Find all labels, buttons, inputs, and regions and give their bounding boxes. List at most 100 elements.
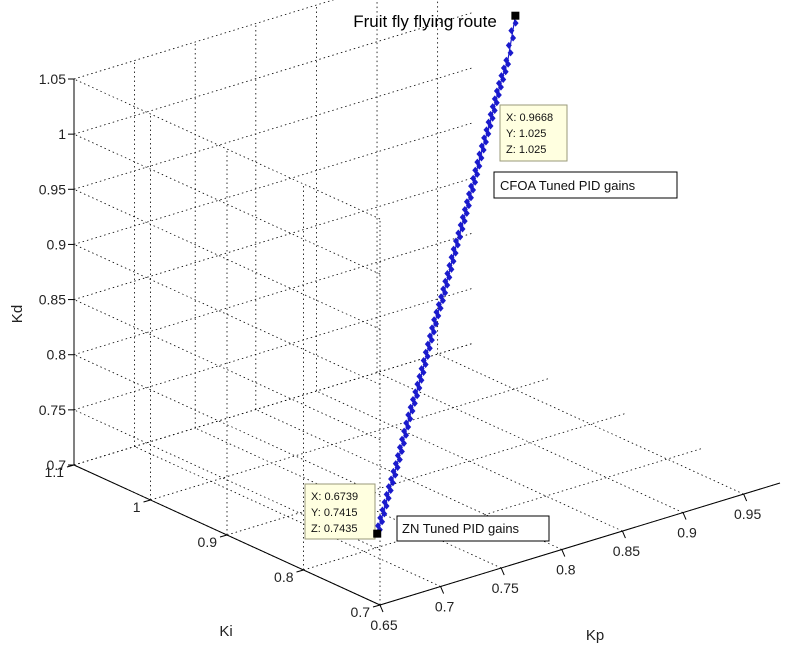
floor-grid-line: [150, 377, 551, 501]
chart-title: Fruit fly flying route: [353, 12, 497, 31]
route-point: [461, 205, 468, 213]
x-axis-label: Kp: [586, 627, 604, 644]
route-point: [510, 34, 517, 42]
left-wall-grid-line: [73, 354, 381, 496]
x-tick-mark: [621, 530, 626, 539]
route-point: [470, 174, 477, 182]
y-tick-mark: [143, 499, 151, 503]
x-tick-label: 0.85: [613, 543, 640, 559]
route-point: [383, 490, 390, 498]
route-point: [463, 198, 470, 206]
route-point: [429, 324, 436, 332]
route-point: [405, 411, 412, 419]
x-tick-label: 0.95: [734, 506, 761, 522]
route-point: [455, 229, 462, 237]
y-tick-label: 1.1: [45, 464, 65, 480]
route-point: [412, 388, 419, 396]
x-tick-mark: [743, 493, 748, 502]
datatip-end-y: Y: 1.025: [506, 128, 546, 140]
z-tick-label: 0.75: [39, 402, 66, 418]
route-point: [503, 56, 510, 64]
left-wall-grid-line: [73, 78, 381, 220]
route-point: [487, 110, 494, 118]
route-point: [450, 245, 457, 253]
route-point: [485, 118, 492, 126]
route-point: [478, 142, 485, 150]
route-point: [379, 506, 386, 514]
x-tick-mark: [440, 586, 445, 594]
x-tick-mark: [682, 512, 687, 520]
grid-lines: [73, 0, 781, 606]
y-tick-label: 1: [133, 499, 141, 515]
route-point: [438, 293, 445, 301]
route-point: [500, 64, 507, 72]
y-tick-mark: [372, 604, 381, 608]
route-point: [512, 19, 519, 27]
z-tick-label: 1.05: [39, 71, 66, 87]
z-axis-label: Kd: [9, 305, 26, 323]
route-point: [440, 285, 447, 293]
floor-grid-line: [195, 427, 502, 569]
route-point: [444, 269, 451, 277]
datatip-end-z: Z: 1.025: [506, 144, 546, 156]
x-tick-label: 0.65: [370, 617, 397, 633]
route-point: [468, 182, 475, 190]
route-point: [483, 126, 490, 134]
z-tick-label: 0.85: [39, 292, 66, 308]
route-point: [433, 308, 440, 316]
annotation-zn-label: ZN Tuned PID gains: [402, 521, 520, 536]
route-point: [491, 95, 498, 103]
datatip-start-y: Y: 0.7415: [311, 507, 358, 519]
annotation-cfoa-label: CFOA Tuned PID gains: [500, 178, 636, 193]
z-tick-label: 0.7: [47, 457, 67, 473]
z-tick-label: 0.9: [47, 236, 67, 252]
annotation-cfoa: CFOA Tuned PID gains: [493, 171, 678, 199]
y-tick-mark: [219, 534, 228, 538]
y-tick-label: 0.8: [274, 569, 294, 585]
route-point: [414, 380, 421, 388]
end-point-marker: [511, 11, 520, 20]
route-point: [457, 221, 464, 229]
route-point: [409, 396, 416, 404]
route-point: [507, 49, 514, 57]
route-point: [466, 190, 473, 198]
x-tick-label: 0.75: [492, 580, 519, 596]
datatip-start[interactable]: X: 0.6739 Y: 0.7415 Z: 0.7435: [304, 483, 376, 540]
left-wall-grid-line: [73, 299, 381, 440]
back-wall-grid-line: [73, 66, 475, 190]
back-wall-grid-line: [73, 177, 475, 300]
route-point: [446, 261, 453, 269]
route-point: [424, 340, 431, 348]
route-point: [472, 166, 479, 174]
route-point: [426, 332, 433, 340]
floor-grid-line: [316, 390, 623, 532]
x-tick-mark: [500, 567, 505, 576]
x-tick-label: 0.9: [677, 525, 697, 541]
route-point: [416, 372, 423, 380]
series-route: [372, 12, 519, 538]
route-point: [505, 41, 512, 49]
route-point: [448, 253, 455, 261]
annotation-cfoa-box: [493, 171, 678, 199]
axes-box: [66, 78, 781, 613]
floor-grid-line: [255, 409, 562, 550]
route-point: [385, 483, 392, 491]
route-point: [459, 213, 466, 221]
route-point: [498, 72, 505, 80]
datatip-start-x: X: 0.6739: [311, 491, 358, 503]
back-wall-grid-line: [73, 122, 475, 245]
datatip-end[interactable]: X: 0.9668 Y: 1.025 Z: 1.025: [499, 104, 568, 162]
datatip-start-z: Z: 0.7435: [311, 523, 357, 535]
route-point: [435, 300, 442, 308]
x-tick-mark: [379, 604, 384, 613]
z-tick-label: 0.95: [39, 181, 66, 197]
annotation-zn-box: [396, 515, 550, 542]
route-point: [377, 514, 384, 522]
route-point: [396, 443, 403, 451]
x-axis-line: [379, 482, 781, 606]
annotation-zn: ZN Tuned PID gains: [396, 515, 550, 542]
floor-grid-line: [376, 372, 684, 513]
route-point: [495, 79, 502, 87]
x-tick-mark: [561, 549, 566, 557]
